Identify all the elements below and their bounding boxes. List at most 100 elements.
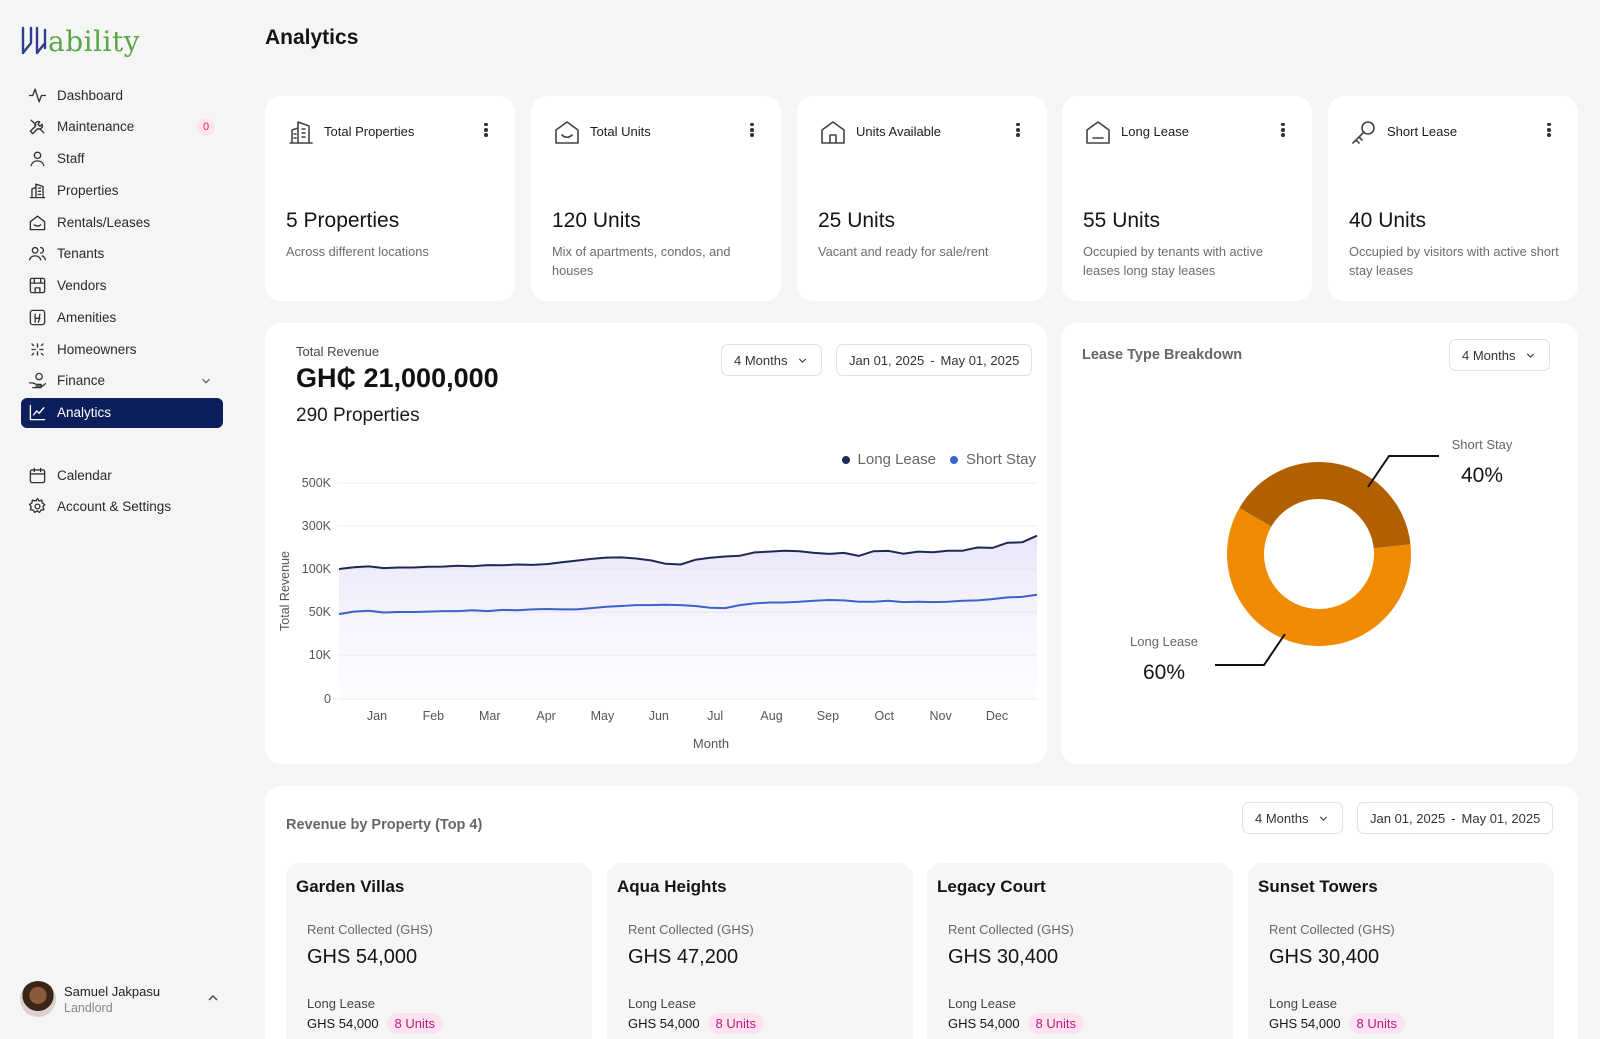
period-value: 4 Months xyxy=(1255,810,1309,826)
property-card-legacy-court[interactable]: Legacy Court Rent Collected (GHS) GHS 30… xyxy=(927,863,1233,1039)
legend-label: Short Stay xyxy=(965,451,1036,468)
activity-icon xyxy=(27,85,47,105)
leader-line xyxy=(1215,633,1286,666)
brand-logo[interactable]: ability xyxy=(20,20,140,56)
y-axis-label: Total Revenue xyxy=(278,551,292,631)
y-tick-label: 10K xyxy=(309,648,332,662)
sparkle-icon xyxy=(27,339,47,359)
y-tick-label: 50K xyxy=(309,605,332,619)
sidebar-item-maintenance[interactable]: Maintenance 0 xyxy=(21,112,223,142)
rent-collected-label: Rent Collected (GHS) xyxy=(307,922,433,937)
stat-card-units-available: Units Available 25 Units Vacant and read… xyxy=(797,96,1047,301)
stat-card-total-properties: Total Properties 5 Properties Across dif… xyxy=(265,96,515,301)
sidebar-item-label: Properties xyxy=(57,182,119,198)
area-fill xyxy=(339,535,1037,699)
sidebar-item-properties[interactable]: Properties xyxy=(21,175,223,205)
long-lease-value: GHS 54,000 xyxy=(948,1016,1020,1031)
user-profile[interactable]: Samuel Jakpasu Landlord xyxy=(20,979,225,1019)
amenities-icon xyxy=(27,307,47,327)
sidebar-item-label: Tenants xyxy=(57,246,105,262)
more-options-icon[interactable] xyxy=(1280,121,1286,141)
rent-collected-value: GHS 54,000 xyxy=(307,946,418,968)
sidebar-item-label: Staff xyxy=(57,151,85,166)
series-line-long-lease[interactable] xyxy=(338,534,1038,570)
long-lease-label: Long Lease xyxy=(307,996,375,1011)
sidebar-item-label: Dashboard xyxy=(57,87,124,103)
sidebar-item-finance[interactable]: Finance xyxy=(21,366,223,396)
stat-description: Mix of apartments, condos, and houses xyxy=(552,244,731,278)
sidebar-item-vendors[interactable]: Vendors xyxy=(21,271,223,301)
more-options-icon[interactable] xyxy=(1546,121,1552,141)
date-range-picker[interactable]: Jan 01, 2025 - May 01, 2025 xyxy=(836,344,1033,376)
long-lease-label: Long Lease xyxy=(628,996,696,1011)
lease-breakdown-title: Lease Type Breakdown xyxy=(1082,347,1243,363)
property-card-garden-villas[interactable]: Garden Villas Rent Collected (GHS) GHS 5… xyxy=(286,863,592,1039)
period-value: 4 Months xyxy=(1462,347,1516,363)
chevron-up-icon[interactable] xyxy=(205,990,221,1006)
property-card-aqua-heights[interactable]: Aqua Heights Rent Collected (GHS) GHS 47… xyxy=(607,863,913,1039)
slice-value: 40% xyxy=(1461,464,1503,487)
property-name: Legacy Court xyxy=(937,877,1046,896)
sidebar-item-amenities[interactable]: Amenities xyxy=(21,302,223,332)
chevron-down-icon[interactable] xyxy=(199,374,213,388)
stat-value: 55 Units xyxy=(1083,209,1161,232)
sidebar-item-dashboard[interactable]: Dashboard xyxy=(21,80,223,110)
sidebar-item-label: Vendors xyxy=(57,278,107,293)
users-icon xyxy=(27,244,47,264)
x-tick-label: Sep xyxy=(817,709,839,723)
stat-card-long-lease: Long Lease 55 Units Occupied by tenants … xyxy=(1062,96,1312,301)
stat-title: Short Lease xyxy=(1387,124,1458,139)
lease-period-dropdown[interactable]: 4 Months xyxy=(1449,339,1551,371)
sidebar-item-tenants[interactable]: Tenants xyxy=(21,239,223,269)
sidebar-item-calendar[interactable]: Calendar xyxy=(21,460,223,490)
units-badge: 8 Units xyxy=(386,1013,444,1034)
sidebar-item-label: Homeowners xyxy=(57,341,137,357)
revenue-total: GH₵ 21,000,000 xyxy=(296,363,499,393)
long-lease-label: Long Lease xyxy=(948,996,1016,1011)
chart-line-icon xyxy=(27,403,47,423)
sidebar-item-account-settings[interactable]: Account & Settings xyxy=(21,492,223,522)
store-icon xyxy=(27,276,47,296)
x-tick-label: Mar xyxy=(479,709,501,723)
more-options-icon[interactable] xyxy=(1015,121,1021,141)
legend-item-short-stay[interactable]: Short Stay xyxy=(949,451,1036,468)
stat-value: 5 Properties xyxy=(286,209,400,232)
more-options-icon[interactable] xyxy=(483,121,489,141)
building-icon xyxy=(27,180,47,200)
rent-collected-value: GHS 47,200 xyxy=(628,946,739,968)
long-lease-label: Long Lease xyxy=(1269,996,1337,1011)
sidebar: ability Dashboard Maintenance 0 Staff Pr… xyxy=(0,0,242,1039)
sidebar-item-homeowners[interactable]: Homeowners xyxy=(21,334,223,364)
sidebar-item-label: Rentals/Leases xyxy=(57,214,151,230)
stat-title: Total Units xyxy=(590,124,651,139)
logo-mark-icon xyxy=(21,26,47,55)
x-tick-label: Dec xyxy=(986,709,1008,723)
series-line-short-stay[interactable] xyxy=(338,593,1038,616)
property-date-range-picker[interactable]: Jan 01, 2025 - May 01, 2025 xyxy=(1357,802,1554,834)
stat-title: Total Properties xyxy=(324,124,415,139)
sidebar-item-analytics[interactable]: Analytics xyxy=(21,397,223,428)
stat-description: Vacant and ready for sale/rent xyxy=(818,244,989,259)
property-card-sunset-towers[interactable]: Sunset Towers Rent Collected (GHS) GHS 3… xyxy=(1248,863,1554,1039)
total-revenue-card: Total Revenue GH₵ 21,000,000 290 Propert… xyxy=(265,323,1047,764)
building-icon xyxy=(287,118,315,146)
donut-slice-short-stay[interactable] xyxy=(1239,462,1411,549)
sidebar-item-rentals-leases[interactable]: Rentals/Leases xyxy=(21,207,223,237)
sidebar-item-staff[interactable]: Staff xyxy=(21,144,223,174)
x-tick-label: May xyxy=(591,709,615,723)
gear-icon xyxy=(27,497,47,517)
units-badge: 8 Units xyxy=(1027,1013,1085,1034)
rent-collected-value: GHS 30,400 xyxy=(1269,946,1380,968)
rent-collected-label: Rent Collected (GHS) xyxy=(1269,922,1395,937)
units-badge: 8 Units xyxy=(1348,1013,1406,1034)
stat-title: Long Lease xyxy=(1121,124,1189,139)
legend-item-long-lease[interactable]: Long Lease xyxy=(841,451,936,468)
x-tick-label: Apr xyxy=(536,709,555,723)
more-options-icon[interactable] xyxy=(749,121,755,141)
donut-slice-long-lease[interactable] xyxy=(1227,508,1411,647)
user-role: Landlord xyxy=(64,1000,113,1015)
period-dropdown[interactable]: 4 Months xyxy=(721,344,823,376)
slice-label: Long Lease xyxy=(1130,634,1198,649)
stat-value: 120 Units xyxy=(552,209,641,232)
property-period-dropdown[interactable]: 4 Months xyxy=(1242,802,1344,834)
